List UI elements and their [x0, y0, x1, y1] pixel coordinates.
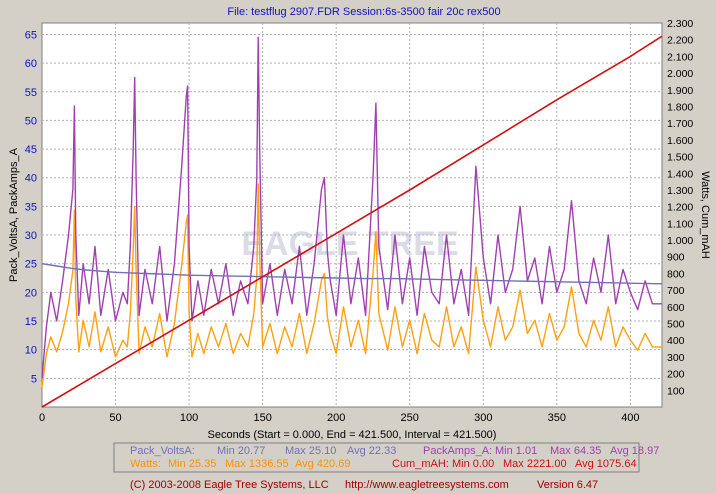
series-line-pack-voltsa — [41, 263, 663, 285]
y-left-tick-label: 45 — [25, 144, 37, 156]
y-left-tick-label: 65 — [25, 29, 37, 41]
y-right-tick-label: 2.200 — [667, 35, 693, 47]
x-tick-label: 150 — [253, 412, 271, 424]
legend-volts-name: Pack_VoltsA: — [130, 445, 195, 457]
x-axis-ticks: 0 50 100 150 200 250 300 350 400 — [39, 412, 640, 424]
series-line-cum-mah — [41, 35, 663, 408]
legend-volts: Pack_VoltsA: Min 20.77 Max 25.10 Avg 22.… — [130, 445, 396, 457]
y-left-tick-label: 20 — [25, 287, 37, 299]
legend-amps-min: Min 1.01 — [495, 445, 537, 457]
y-right-tick-label: 800 — [667, 268, 685, 280]
legend-watts: Watts: Min 25.35 Max 1336.55 Avg 420.69 — [130, 458, 350, 470]
series-line-watts — [41, 183, 662, 388]
y-right-tick-label: 500 — [667, 319, 685, 331]
x-tick-label: 300 — [474, 412, 492, 424]
watermark-text: EAGLE TREE — [241, 225, 458, 263]
y-left-tick-label: 15 — [25, 316, 37, 328]
legend-amps-max: Max 64.35 — [550, 445, 601, 457]
legend-watts-avg: Avg 420.69 — [295, 458, 350, 470]
y-right-tick-label: 2.300 — [667, 18, 693, 30]
y-right-tick-label: 2.100 — [667, 51, 693, 63]
y-right-tick-label: 1.400 — [667, 168, 693, 180]
x-tick-label: 50 — [109, 412, 121, 424]
legend-watts-name: Watts: — [130, 458, 161, 470]
y-left-tick-label: 10 — [25, 345, 37, 357]
x-tick-label: 250 — [401, 412, 419, 424]
series-line-packamps-a — [41, 36, 662, 379]
y-right-tick-label: 1.000 — [667, 235, 693, 247]
y-left-tick-label: 5 — [31, 373, 37, 385]
y-right-tick-label: 200 — [667, 369, 685, 381]
legend-volts-avg: Avg 22.33 — [347, 445, 396, 457]
y-right-tick-label: 300 — [667, 352, 685, 364]
y-right-label: Watts, Cum_mAH — [699, 171, 711, 259]
y-left-tick-label: 25 — [25, 259, 37, 271]
y-left-tick-label: 30 — [25, 230, 37, 242]
legend-volts-min: Min 20.77 — [217, 445, 265, 457]
y-right-tick-label: 1.700 — [667, 118, 693, 130]
footer-copyright: (C) 2003-2008 Eagle Tree Systems, LLC — [130, 479, 329, 491]
y-right-tick-label: 1.300 — [667, 185, 693, 197]
y-left-tick-label: 55 — [25, 87, 37, 99]
chart-title: File: testflug 2907.FDR Session:6s-3500 … — [227, 6, 500, 18]
series-layer — [41, 35, 663, 408]
y-right-tick-label: 900 — [667, 252, 685, 264]
legend-mah: Cum_mAH: Min 0.00 Max 2221.00 Avg 1075.6… — [392, 458, 637, 470]
legend-watts-min: Min 25.35 — [168, 458, 216, 470]
legend-volts-max: Max 25.10 — [285, 445, 336, 457]
y-right-tick-label: 400 — [667, 335, 685, 347]
legend-mah-max: Max 2221.00 — [503, 458, 567, 470]
y-left-tick-label: 35 — [25, 201, 37, 213]
legend-amps-name: PackAmps_A: — [423, 445, 492, 457]
y-right-tick-label: 2.000 — [667, 68, 693, 80]
y-left-tick-label: 40 — [25, 173, 37, 185]
y-right-tick-label: 600 — [667, 302, 685, 314]
x-tick-label: 0 — [39, 412, 45, 424]
legend-mah-name: Cum_mAH: — [392, 458, 449, 470]
y-right-tick-label: 1.100 — [667, 218, 693, 230]
x-tick-label: 350 — [548, 412, 566, 424]
y-right-tick-label: 1.800 — [667, 101, 693, 113]
y-right-ticks: 100 200 300 400 500 600 700 800 900 1.000 1.100 1.2… — [667, 18, 693, 397]
x-label: Seconds (Start = 0.000, End = 421.500, I… — [208, 429, 497, 441]
y-right-tick-label: 1.200 — [667, 202, 693, 214]
y-left-tick-label: 60 — [25, 58, 37, 70]
y-right-tick-label: 100 — [667, 385, 685, 397]
x-tick-label: 200 — [327, 412, 345, 424]
legend-mah-avg: Avg 1075.64 — [575, 458, 637, 470]
x-tick-label: 100 — [180, 412, 198, 424]
y-left-label: Pack_VoltsA, PackAmps_A — [8, 147, 20, 282]
y-right-tick-label: 1.600 — [667, 135, 693, 147]
y-right-tick-label: 700 — [667, 285, 685, 297]
legend-mah-min: Min 0.00 — [452, 458, 494, 470]
legend-amps: PackAmps_A: Min 1.01 Max 64.35 Avg 18.97 — [423, 445, 659, 457]
y-left-ticks: 5 10 15 20 25 30 35 40 45 50 55 60 65 — [25, 29, 37, 385]
x-tick-label: 400 — [621, 412, 639, 424]
legend-watts-max: Max 1336.55 — [225, 458, 289, 470]
footer-version: Version 6.47 — [537, 479, 598, 491]
legend-box — [113, 442, 640, 473]
y-left-tick-label: 50 — [25, 115, 37, 127]
y-right-tick-label: 1.900 — [667, 85, 693, 97]
watermark-logo: EAGLE TREE — [241, 225, 458, 263]
y-right-tick-label: 1.500 — [667, 152, 693, 164]
legend-amps-avg: Avg 18.97 — [610, 445, 659, 457]
footer-url[interactable]: http://www.eagletreesystems.com — [345, 479, 509, 491]
